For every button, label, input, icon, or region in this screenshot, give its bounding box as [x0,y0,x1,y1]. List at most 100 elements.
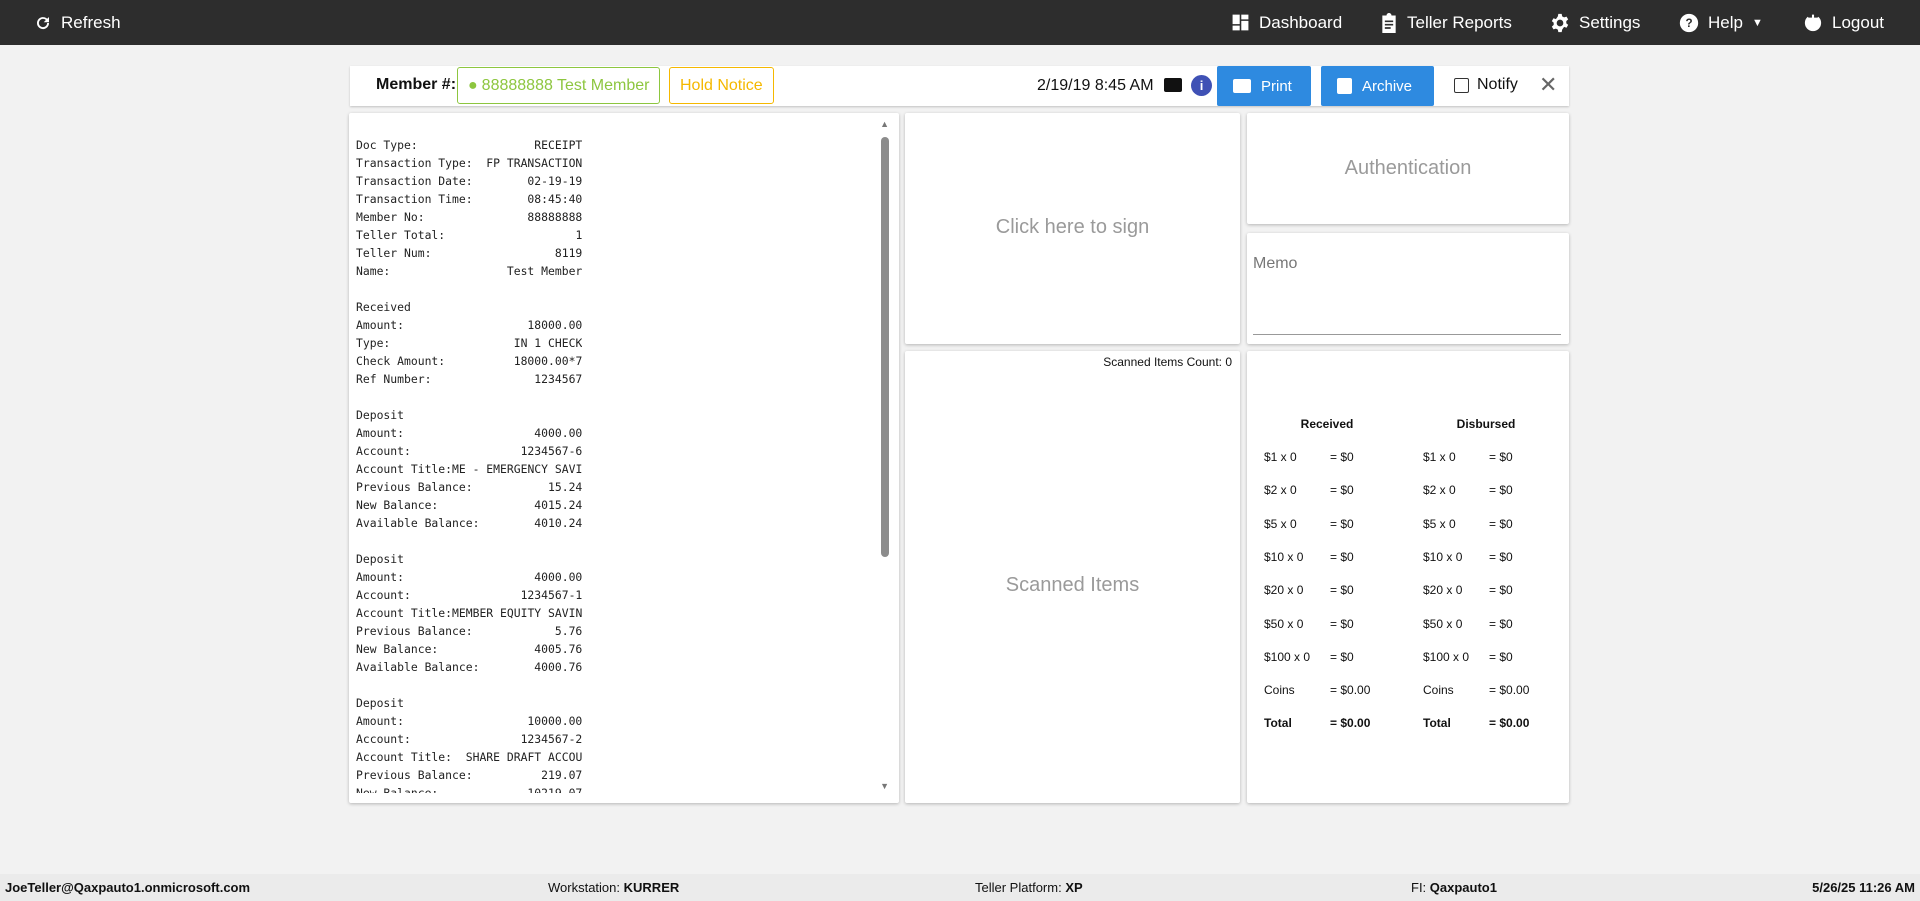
receipt-value: 15.24 [548,480,583,494]
refresh-button[interactable]: Refresh [34,0,121,45]
receipt-value: 1234567-2 [520,732,583,746]
receipt-label: Received [356,300,411,314]
received-denomination: $2 x 0 [1264,483,1297,498]
authentication-panel[interactable]: Authentication [1247,113,1569,224]
scroll-down-arrow[interactable]: ▼ [880,781,889,791]
receipt-label: Account Title:ME - EMERGENCY SAVINGS [356,462,583,476]
receipt-label: Name: [356,264,391,278]
dashboard-button[interactable]: Dashboard [1231,0,1342,45]
receipt-value: 02-19-19 [527,174,583,188]
receipt-label: New Balance: [356,786,439,793]
help-label: Help [1708,12,1743,32]
receipt-value: IN 1 CHECK [513,336,583,350]
teller-reports-button[interactable]: Teller Reports [1380,0,1512,45]
power-icon [1804,14,1822,31]
receipt-line: Type: IN 1 CHECK [356,334,582,352]
receipt-value: FP TRANSACTION [486,156,583,170]
receipt-label: Previous Balance: [356,480,473,494]
scroll-up-arrow[interactable]: ▲ [880,119,889,129]
member-name: 88888888 Test Member [481,76,650,94]
memo-input[interactable] [1253,283,1561,335]
receipt-label: Teller Num: [356,246,432,260]
receipt-line: Deposit [356,694,582,712]
disbursed-denomination: $100 x 0 [1423,649,1470,664]
notify-checkbox[interactable] [1454,78,1469,93]
receipt-value: 1234567-1 [520,588,583,602]
received-denomination: $20 x 0 [1264,583,1304,598]
receipt-line: Account Title: SHARE DRAFT ACCOUNT [356,748,582,766]
print-button[interactable]: Print [1217,66,1311,106]
archive-button[interactable]: Archive [1321,66,1434,106]
receipt-value: 88888888 [527,210,583,224]
keyboard-icon[interactable] [1164,78,1182,92]
receipt-value: 4000.00 [534,426,583,440]
receipt-value: 5.76 [554,624,583,638]
receipt-line: New Balance: 4005.76 [356,640,582,658]
receipt-label: Transaction Type: [356,156,473,170]
receipt-value: 4005.76 [534,642,583,656]
received-amount: = $0 [1330,483,1354,498]
receipt-line [356,676,582,694]
archive-icon [1337,78,1352,94]
platform-value: XP [1065,880,1083,895]
received-amount: = $0 [1330,516,1354,531]
receipt-label: Doc Type: [356,138,418,152]
receipt-line: Deposit [356,406,582,424]
receipt-label: Account: [356,588,411,602]
settings-button[interactable]: Settings [1550,0,1640,45]
cash-table: Received Disbursed $1 x 0 = $0 $1 x 0 = $0 $2 … [1247,351,1569,803]
sign-placeholder: Click here to sign [995,216,1150,238]
disbursed-amount: = $0 [1489,516,1513,531]
signature-pad[interactable]: Click here to sign [905,113,1240,344]
logout-label: Logout [1832,12,1884,32]
member-label: Member #: [376,76,457,93]
logout-button[interactable]: Logout [1803,0,1884,45]
printer-icon [1233,79,1251,93]
hold-notice-label: Hold Notice [680,76,763,94]
received-denomination: $50 x 0 [1264,616,1304,631]
gear-icon [1551,13,1569,32]
receipt-line: Amount: 18000.00 [356,316,582,334]
receipt-value: 18000.00 [527,318,583,332]
dashboard-label: Dashboard [1259,12,1343,32]
disbursed-amount: = $0 [1489,649,1513,664]
receipt-line: Transaction Time: 08:45:40 [356,190,582,208]
info-icon[interactable]: i [1191,75,1212,96]
scanned-count: Scanned Items Count: 0 [1103,355,1232,369]
receipt-value: 4000.00 [534,570,583,584]
receipt-line: Available Balance: 4000.76 [356,658,582,676]
fi-value: Qaxpauto1 [1429,880,1497,895]
archive-label: Archive [1362,77,1413,95]
received-amount: = $0 [1330,649,1354,664]
receipt-line: Account Title:ME - EMERGENCY SAVINGS [356,460,582,478]
receipt-value: 4010.24 [534,516,583,530]
received-denomination: $5 x 0 [1264,516,1297,531]
receipt-line: New Balance: 10219.07 [356,784,582,793]
print-label: Print [1261,77,1292,95]
hold-notice-button[interactable]: Hold Notice [669,67,774,104]
receipt-value: 10000.00 [527,714,583,728]
close-icon[interactable]: ✕ [1539,72,1558,97]
scrollbar-thumb[interactable] [881,137,889,557]
disbursed-denomination: $2 x 0 [1423,483,1456,498]
disbursed-denomination: $20 x 0 [1423,583,1463,598]
receipt-label: Previous Balance: [356,624,473,638]
transaction-datetime: 2/19/19 8:45 AM [1037,77,1154,94]
receipt-panel: Doc Type: RECEIPT Transaction Type: FP TRAN… [349,113,899,803]
scanned-items-panel: Scanned Items Count: 0 Scanned Items [905,351,1240,803]
chevron-down-icon: ▼ [1751,16,1763,29]
svg-text:?: ? [1685,17,1692,30]
receipt-line: Transaction Date: 02-19-19 [356,172,582,190]
disbursed-amount: = $0 [1489,616,1513,631]
disbursed-amount: = $0 [1489,483,1513,498]
receipt-line: Doc Type: RECEIPT [356,136,582,154]
receipt-line: Teller Num: 8119 [356,244,582,262]
help-menu[interactable]: ? Help ▼ [1679,0,1763,45]
receipt-line: New Balance: 4015.24 [356,496,582,514]
receipt-line [356,280,582,298]
member-button[interactable]: ● 88888888 Test Member [457,67,661,104]
status-bar: JoeTeller@Qaxpauto1.onmicrosoft.com Work… [0,874,1920,901]
receipt-label: Deposit [356,408,405,422]
receipt-label: New Balance: [356,642,439,656]
received-amount: = $0 [1330,583,1354,598]
